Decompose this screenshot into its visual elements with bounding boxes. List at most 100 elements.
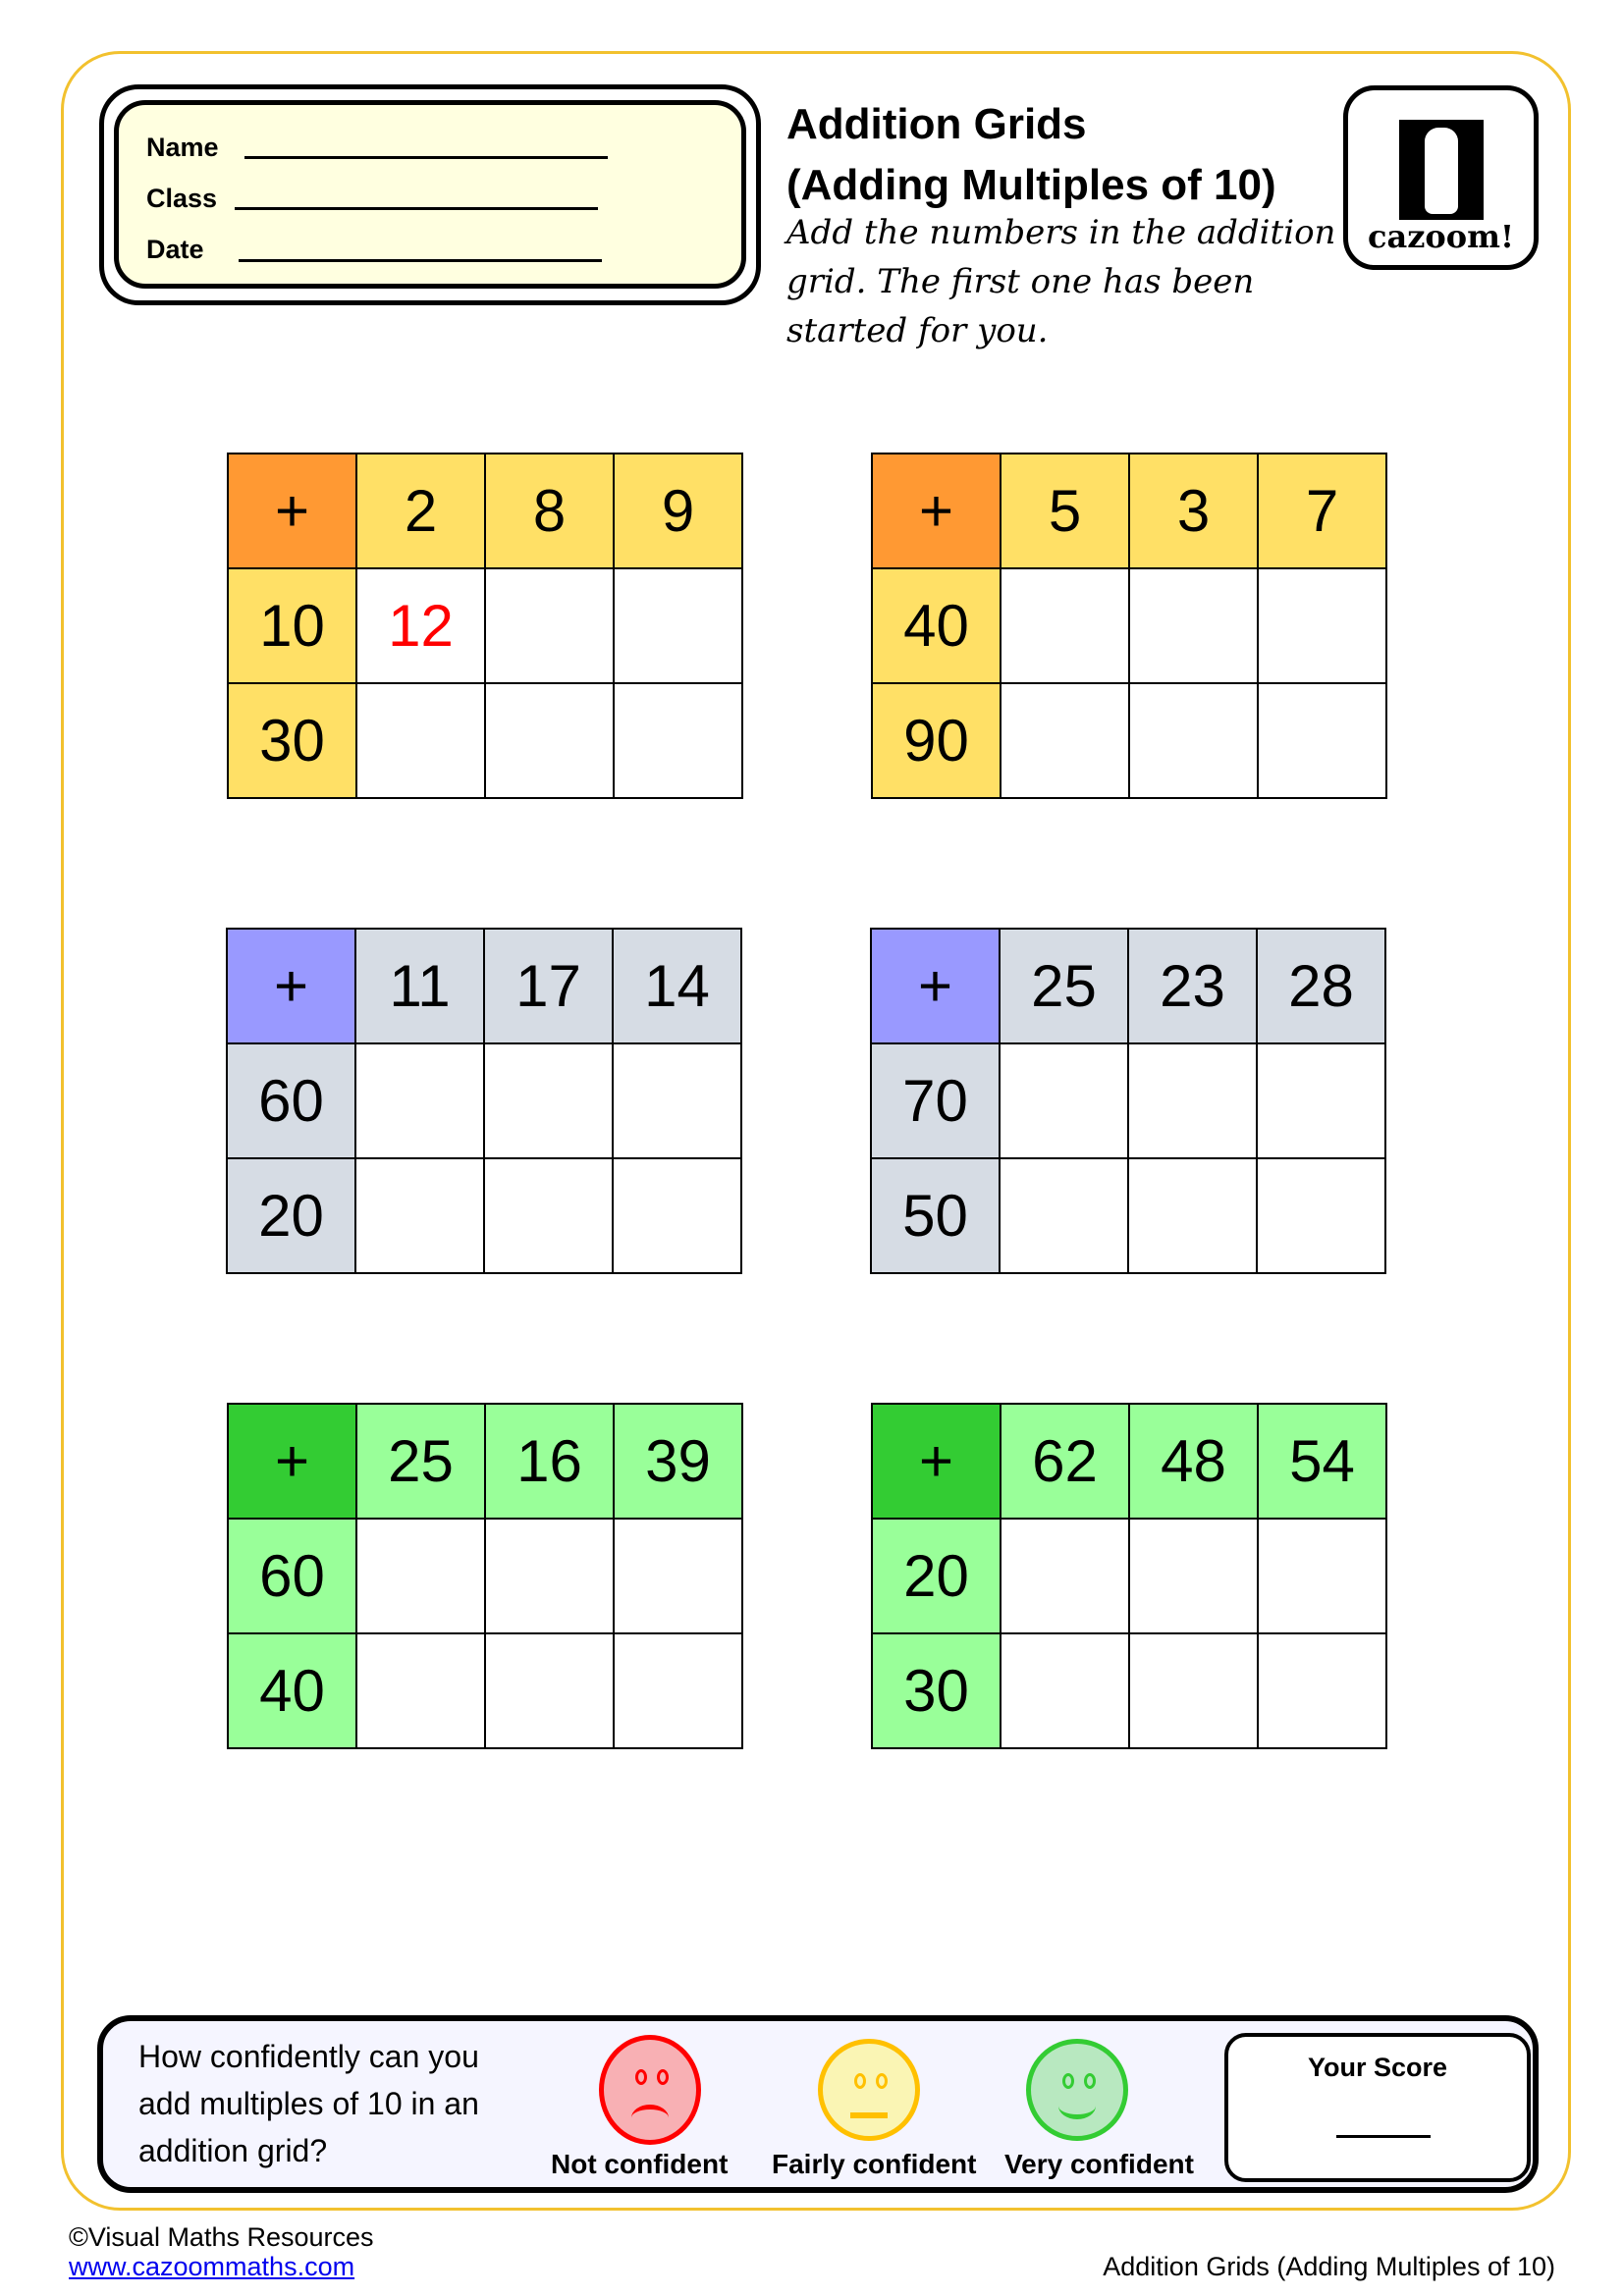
operator-cell: + xyxy=(227,1403,357,1520)
operator-cell: + xyxy=(226,928,356,1044)
column-header-cell: 8 xyxy=(484,453,615,569)
confidence-label: Very confident xyxy=(1004,2149,1194,2179)
row-header-cell: 10 xyxy=(227,567,357,684)
answer-cell[interactable] xyxy=(1127,1042,1258,1159)
row-header-cell: 30 xyxy=(871,1632,1001,1749)
addition-grid: +25 16 39 60 40 xyxy=(227,1403,743,1749)
row-header-cell: 40 xyxy=(227,1632,357,1749)
answer-cell[interactable] xyxy=(484,1518,615,1634)
class-field[interactable] xyxy=(235,207,598,210)
answer-cell[interactable] xyxy=(355,682,486,799)
footer-title: Addition Grids (Adding Multiples of 10) xyxy=(1103,2252,1555,2281)
grid-row: 40 xyxy=(871,567,1387,684)
column-header-cell: 54 xyxy=(1257,1403,1387,1520)
row-header-cell: 90 xyxy=(871,682,1001,799)
answer-cell[interactable] xyxy=(612,1042,742,1159)
row-header-cell: 40 xyxy=(871,567,1001,684)
answer-cell[interactable] xyxy=(1000,1632,1130,1749)
date-label: Date xyxy=(146,235,204,264)
answer-cell[interactable] xyxy=(483,1042,614,1159)
answer-cell[interactable] xyxy=(613,682,743,799)
score-box: Your Score xyxy=(1224,2033,1531,2182)
website-link[interactable]: www.cazoommaths.com xyxy=(69,2252,355,2281)
answer-cell[interactable] xyxy=(354,1157,485,1274)
answer-cell[interactable] xyxy=(613,1632,743,1749)
name-field[interactable] xyxy=(244,156,608,159)
confidence-panel: How confidently can you add multiples of… xyxy=(97,2015,1539,2193)
answer-cell[interactable] xyxy=(1256,1157,1386,1274)
addition-grid: +11 17 14 60 20 xyxy=(226,928,742,1274)
sad-face-icon[interactable] xyxy=(599,2035,701,2145)
confidence-label: Not confident xyxy=(551,2149,729,2179)
addition-grid: +2 8 9 10 12 30 xyxy=(227,453,743,799)
answer-cell[interactable] xyxy=(483,1157,614,1274)
grid-header-row: +5 3 7 xyxy=(871,453,1387,569)
answer-cell[interactable] xyxy=(1000,682,1130,799)
column-header-cell: 2 xyxy=(355,453,486,569)
grid-row: 10 12 xyxy=(227,567,743,684)
operator-cell: + xyxy=(870,928,1001,1044)
answer-cell[interactable] xyxy=(613,567,743,684)
grid-header-row: +62 48 54 xyxy=(871,1403,1387,1520)
answer-cell[interactable]: 12 xyxy=(355,567,486,684)
answer-cell[interactable] xyxy=(1000,567,1130,684)
column-header-cell: 23 xyxy=(1127,928,1258,1044)
row-header-cell: 20 xyxy=(226,1157,356,1274)
grid-row: 60 xyxy=(227,1518,743,1634)
grid-row: 20 xyxy=(871,1518,1387,1634)
answer-cell[interactable] xyxy=(999,1157,1129,1274)
column-header-cell: 7 xyxy=(1257,453,1387,569)
row-header-cell: 70 xyxy=(870,1042,1001,1159)
score-field[interactable] xyxy=(1336,2135,1431,2138)
answer-cell[interactable] xyxy=(355,1518,486,1634)
grid-row: 70 xyxy=(870,1042,1386,1159)
answer-cell[interactable] xyxy=(1257,1518,1387,1634)
answer-cell[interactable] xyxy=(1128,682,1259,799)
grid-row: 60 xyxy=(226,1042,742,1159)
answer-cell[interactable] xyxy=(1000,1518,1130,1634)
score-label: Your Score xyxy=(1307,2053,1448,2082)
answer-cell[interactable] xyxy=(1128,1632,1259,1749)
answer-cell[interactable] xyxy=(355,1632,486,1749)
answer-cell[interactable] xyxy=(484,1632,615,1749)
happy-face-icon[interactable] xyxy=(1026,2039,1128,2141)
answer-cell[interactable] xyxy=(999,1042,1129,1159)
answer-cell[interactable] xyxy=(1257,682,1387,799)
page-border xyxy=(61,51,1571,2211)
grid-header-row: +2 8 9 xyxy=(227,453,743,569)
answer-cell[interactable] xyxy=(1128,1518,1259,1634)
name-label: Name xyxy=(146,133,219,162)
grid-row: 30 xyxy=(227,682,743,799)
drum-icon xyxy=(1399,120,1484,220)
answer-cell[interactable] xyxy=(1128,567,1259,684)
column-header-cell: 17 xyxy=(483,928,614,1044)
answer-cell[interactable] xyxy=(354,1042,485,1159)
column-header-cell: 16 xyxy=(484,1403,615,1520)
grid-row: 40 xyxy=(227,1632,743,1749)
grid-row: 90 xyxy=(871,682,1387,799)
column-header-cell: 25 xyxy=(355,1403,486,1520)
addition-grid: +62 48 54 20 30 xyxy=(871,1403,1387,1749)
grid-row: 20 xyxy=(226,1157,742,1274)
answer-cell[interactable] xyxy=(612,1157,742,1274)
addition-grid: +5 3 7 40 90 xyxy=(871,453,1387,799)
answer-cell[interactable] xyxy=(1127,1157,1258,1274)
column-header-cell: 48 xyxy=(1128,1403,1259,1520)
date-field[interactable] xyxy=(239,259,602,262)
answer-cell[interactable] xyxy=(1257,567,1387,684)
answer-cell[interactable] xyxy=(613,1518,743,1634)
column-header-cell: 11 xyxy=(354,928,485,1044)
answer-cell[interactable] xyxy=(1256,1042,1386,1159)
answer-cell[interactable] xyxy=(484,567,615,684)
addition-grid: +25 23 28 70 50 xyxy=(870,928,1386,1274)
grid-row: 30 xyxy=(871,1632,1387,1749)
column-header-cell: 39 xyxy=(613,1403,743,1520)
column-header-cell: 3 xyxy=(1128,453,1259,569)
neutral-face-icon[interactable] xyxy=(818,2039,920,2141)
answer-cell[interactable] xyxy=(1257,1632,1387,1749)
row-header-cell: 30 xyxy=(227,682,357,799)
answer-cell[interactable] xyxy=(484,682,615,799)
confidence-question: How confidently can you add multiples of… xyxy=(138,2039,479,2168)
row-header-cell: 60 xyxy=(226,1042,356,1159)
logo-text: cazoom! xyxy=(1368,218,1514,255)
